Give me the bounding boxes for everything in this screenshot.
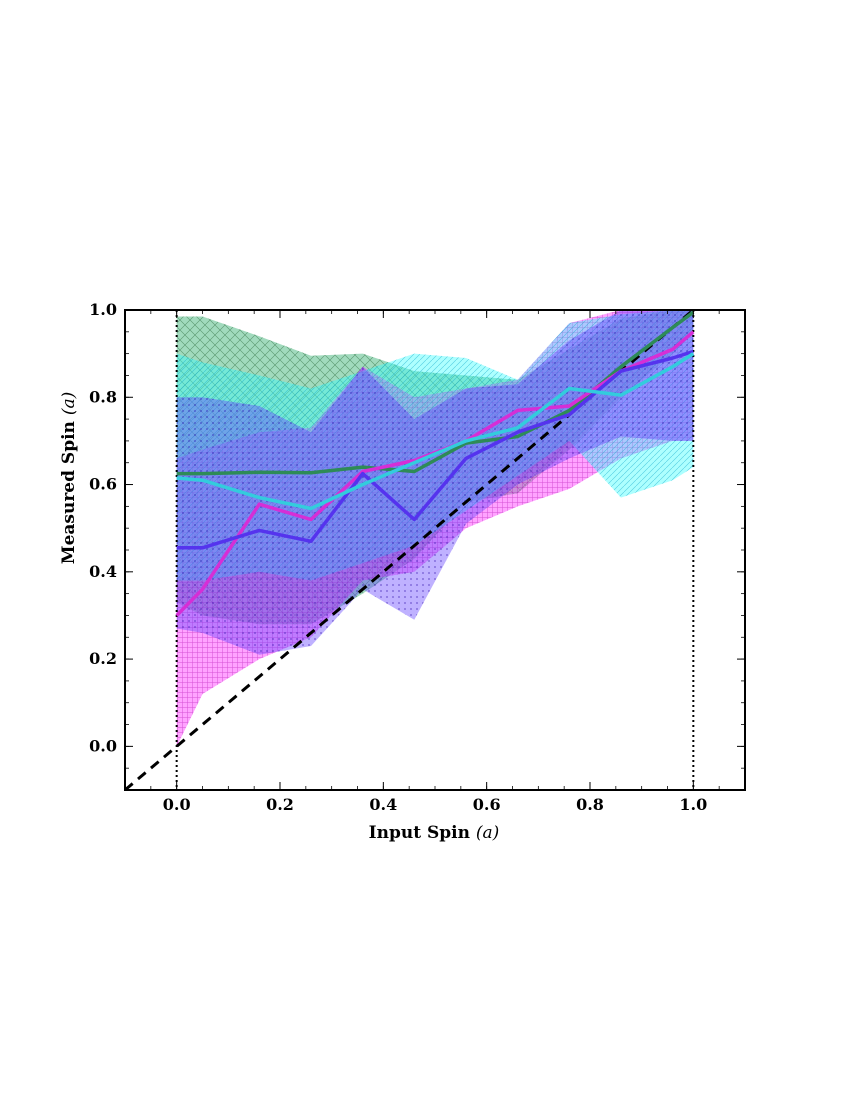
x-tick-label: 0.6 <box>473 795 501 814</box>
y-axis-label: Measured Spin (a) <box>59 392 79 564</box>
y-tick-label: 0.6 <box>89 475 117 494</box>
x-axis-label: Input Spin (a) <box>369 823 500 843</box>
y-tick-label: 0.0 <box>89 736 117 755</box>
y-tick-label: 0.4 <box>89 562 117 581</box>
line-series-4 <box>176 352 695 511</box>
x-tick-label: 0.2 <box>266 795 294 814</box>
axes: 0.0 0.2 0.4 0.6 0.8 1.0 0.0 0.2 0.4 0.6 0.8 1.0 <box>89 300 746 814</box>
plot-area <box>125 310 695 790</box>
x-tick-label: 0.4 <box>369 795 397 814</box>
line-series-2 <box>176 349 694 550</box>
y-tick-label: 0.8 <box>89 387 117 406</box>
x-tick-label: 0.0 <box>163 795 191 814</box>
y-tick-label: 0.2 <box>89 649 117 668</box>
line-series-3 <box>176 310 695 476</box>
y-tick-label: 1.0 <box>89 300 117 319</box>
x-tick-label: 0.8 <box>576 795 604 814</box>
x-tick-label: 1.0 <box>679 795 707 814</box>
band-hatch-series-2 <box>176 310 694 655</box>
